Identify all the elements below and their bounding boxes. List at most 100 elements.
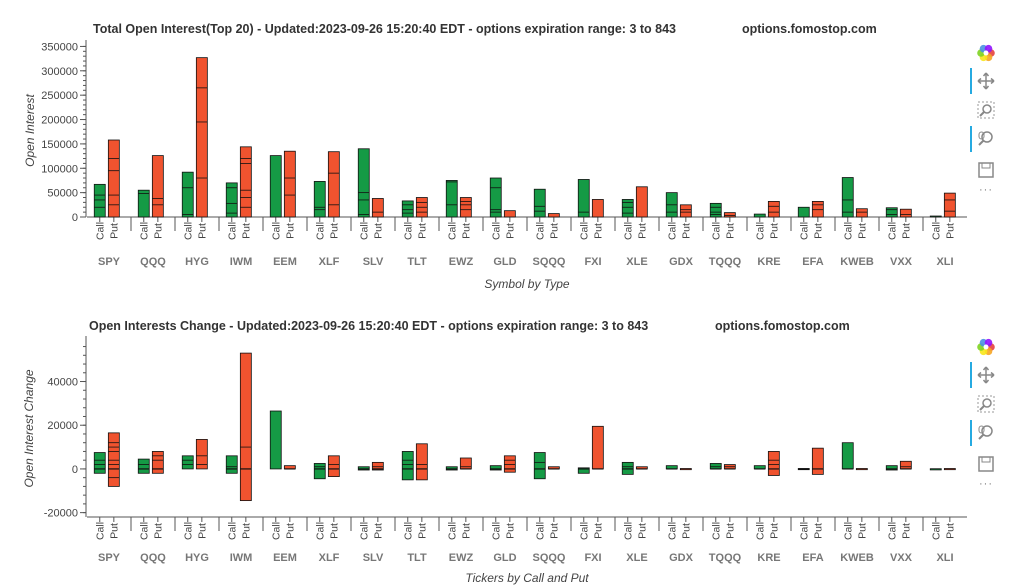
x-category-label: KWEB xyxy=(840,552,874,564)
bar-ewz-put xyxy=(459,197,472,218)
bar-fxi-call xyxy=(577,467,590,474)
x-subcategory-label: Call xyxy=(402,522,414,540)
bar-ewz-call xyxy=(445,180,458,218)
bar-hyg-call xyxy=(181,171,194,218)
x-subcategory-label: Put xyxy=(548,223,560,239)
save-tool-icon[interactable] xyxy=(973,157,999,183)
x-category-label: XLI xyxy=(936,256,953,268)
x-category-label: QQQ xyxy=(140,552,166,564)
x-subcategory-label: Put xyxy=(328,223,340,239)
bar-gdx-put xyxy=(679,468,692,471)
bar-kweb-put xyxy=(855,468,868,471)
bar-slv-put xyxy=(371,461,384,471)
bar-slv-call xyxy=(357,148,370,218)
bar-fxi-call xyxy=(577,179,590,218)
x-subcategory-label: Call xyxy=(490,222,502,240)
x-subcategory-label: Put xyxy=(548,523,560,539)
x-subcategory-label: Call xyxy=(886,222,898,240)
x-axis-label: Tickers by Call and Put xyxy=(465,571,589,585)
x-subcategory-label: Call xyxy=(710,222,722,240)
x-subcategory-label: Call xyxy=(402,222,414,240)
x-category-label: HYG xyxy=(185,552,209,564)
x-subcategory-label: Put xyxy=(196,223,208,239)
x-subcategory-label: Call xyxy=(754,222,766,240)
x-category-label: EEM xyxy=(273,256,297,268)
y-axis-label: Open Interest xyxy=(23,93,37,166)
bar-qqq-put xyxy=(151,155,164,218)
x-subcategory-label: Call xyxy=(226,222,238,240)
wheel-zoom-tool-icon[interactable] xyxy=(970,420,999,446)
bar-hyg-put xyxy=(195,439,208,470)
bar-gld-call xyxy=(489,465,502,471)
x-subcategory-label: Put xyxy=(152,223,164,239)
bar-kweb-call xyxy=(841,177,854,218)
save-tool-icon[interactable] xyxy=(973,451,999,477)
x-category-label: FXI xyxy=(584,552,601,564)
x-category-label: XLF xyxy=(319,256,340,268)
pan-tool-icon[interactable] xyxy=(970,68,999,94)
bar-qqq-put xyxy=(151,451,164,474)
x-subcategory-label: Call xyxy=(534,222,546,240)
bar-tqqq-put xyxy=(723,212,736,218)
wheel-zoom-tool-icon[interactable] xyxy=(970,126,999,152)
x-subcategory-label: Put xyxy=(504,223,516,239)
x-category-label: FXI xyxy=(584,256,601,268)
bar-spy-put xyxy=(107,139,120,218)
x-subcategory-label: Call xyxy=(358,222,370,240)
more-icon[interactable]: ··· xyxy=(979,478,993,490)
x-subcategory-label: Put xyxy=(108,223,120,239)
x-subcategory-label: Put xyxy=(372,223,384,239)
x-category-label: HYG xyxy=(185,256,209,268)
x-category-label: XLI xyxy=(936,552,953,564)
x-subcategory-label: Call xyxy=(270,522,282,540)
bar-iwm-call xyxy=(225,182,238,218)
x-subcategory-label: Put xyxy=(636,223,648,239)
x-subcategory-label: Call xyxy=(138,522,150,540)
bar-tlt-put xyxy=(415,443,428,481)
y-tick-label: 0 xyxy=(72,212,78,224)
x-category-label: GDX xyxy=(669,552,694,564)
x-subcategory-label: Call xyxy=(578,222,590,240)
x-category-label: TQQQ xyxy=(709,552,742,564)
x-category-label: XLE xyxy=(626,552,647,564)
open-interest-chart: Total Open Interest(Top 20) - Updated:20… xyxy=(23,22,967,291)
bar-gld-call xyxy=(489,177,502,218)
x-subcategory-label: Call xyxy=(578,522,590,540)
bar-kre-put xyxy=(767,451,780,476)
box-zoom-tool-icon[interactable] xyxy=(973,97,999,123)
x-subcategory-label: Put xyxy=(768,523,780,539)
y-tick-label: 50000 xyxy=(47,188,78,200)
x-subcategory-label: Call xyxy=(94,222,106,240)
bar-tqqq-call xyxy=(709,463,722,470)
bar-eem-call xyxy=(269,410,282,470)
x-subcategory-label: Call xyxy=(534,522,546,540)
x-subcategory-label: Put xyxy=(724,223,736,239)
bar-xlf-put xyxy=(327,455,340,477)
bar-kre-put xyxy=(767,201,780,218)
bar-efa-put xyxy=(811,447,824,475)
x-category-label: SPY xyxy=(98,552,121,564)
more-icon[interactable]: ··· xyxy=(979,184,993,196)
bar-xlf-put xyxy=(327,151,340,218)
bar-xli-call xyxy=(929,215,942,218)
y-tick-label: 350000 xyxy=(41,41,78,53)
pan-tool-icon[interactable] xyxy=(970,362,999,388)
x-subcategory-label: Call xyxy=(94,522,106,540)
y-tick-label: 150000 xyxy=(41,139,78,151)
x-category-label: EFA xyxy=(802,552,823,564)
x-subcategory-label: Put xyxy=(724,523,736,539)
x-subcategory-label: Put xyxy=(812,223,824,239)
bar-xle-call xyxy=(621,199,634,218)
x-subcategory-label: Call xyxy=(622,522,634,540)
bar-tlt-call xyxy=(401,451,414,481)
x-category-label: IWM xyxy=(230,552,253,564)
x-subcategory-label: Call xyxy=(314,522,326,540)
box-zoom-tool-icon[interactable] xyxy=(973,391,999,417)
x-category-label: KWEB xyxy=(840,256,874,268)
x-subcategory-label: Call xyxy=(798,222,810,240)
open-interest-change-chart: Open Interests Change - Updated:2023-09-… xyxy=(22,319,967,585)
x-subcategory-label: Call xyxy=(710,522,722,540)
x-subcategory-label: Put xyxy=(680,523,692,539)
chart-title: Open Interests Change - Updated:2023-09-… xyxy=(89,319,648,333)
